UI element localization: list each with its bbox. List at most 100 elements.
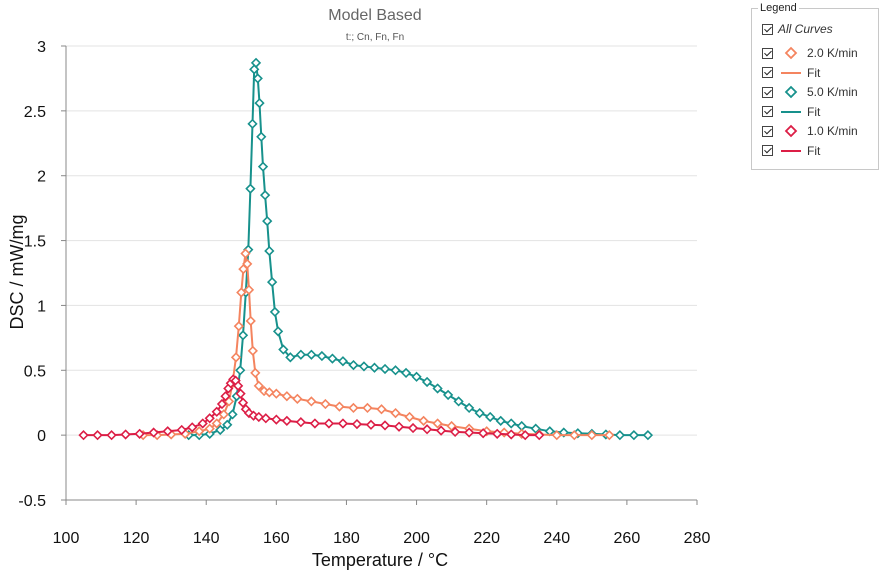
legend-checkbox[interactable] — [762, 125, 773, 137]
chart-title: Model Based — [328, 7, 421, 24]
data-point — [320, 398, 331, 410]
data-point — [233, 321, 244, 332]
data-point — [220, 391, 231, 402]
data-point — [569, 430, 580, 441]
legend-label: Fit — [807, 143, 821, 158]
data-point — [614, 430, 626, 441]
data-point — [379, 363, 391, 375]
diamond-marker — [784, 85, 798, 99]
legend-checkbox[interactable] — [762, 47, 773, 59]
data-point — [240, 248, 251, 259]
data-point — [254, 97, 265, 109]
data-point — [432, 418, 443, 429]
data-point — [243, 284, 255, 295]
data-point — [215, 424, 226, 436]
data-point — [393, 421, 405, 432]
data-point — [323, 418, 335, 429]
data-point — [257, 161, 269, 172]
legend-checkbox[interactable] — [762, 86, 773, 98]
data-point — [642, 430, 654, 441]
legend-item[interactable]: Fit — [762, 104, 820, 120]
data-point — [292, 393, 303, 404]
data-point — [520, 430, 531, 441]
legend-item[interactable]: 5.0 K/min — [762, 84, 858, 100]
legend: Legend All Curves 2.0 K/min Fit 5.0 K/min F… — [751, 2, 879, 170]
data-point — [492, 428, 503, 439]
x-tick-label: 200 — [403, 530, 430, 547]
data-point — [411, 371, 422, 382]
data-point — [351, 418, 363, 430]
y-tick-label: 0 — [37, 428, 46, 445]
series-5-0-k-min — [183, 57, 654, 441]
data-point — [306, 396, 317, 407]
data-point — [106, 430, 117, 441]
legend-checkbox[interactable] — [762, 67, 773, 78]
y-tick-label: 0.5 — [24, 363, 46, 380]
data-point — [245, 183, 256, 194]
data-point — [369, 362, 380, 373]
data-point — [400, 367, 412, 379]
data-point — [204, 423, 215, 434]
legend-item[interactable]: 1.0 K/min — [762, 123, 858, 139]
data-point — [586, 430, 597, 441]
y-axis-label: DSC / mW/mg — [7, 215, 27, 330]
data-point — [495, 415, 506, 427]
data-point — [362, 402, 373, 414]
legend-checkbox[interactable] — [762, 106, 773, 117]
data-point — [187, 422, 198, 433]
data-point — [194, 426, 205, 437]
data-point — [235, 365, 246, 376]
data-point — [421, 376, 433, 388]
legend-item-all-curves[interactable]: All Curves — [762, 21, 833, 37]
y-tick-label: 1 — [37, 298, 46, 315]
data-point — [474, 407, 485, 419]
data-point — [295, 349, 307, 360]
data-point — [247, 345, 258, 356]
legend-line-icon — [781, 71, 801, 74]
data-point — [337, 418, 349, 429]
y-tick-label: -0.5 — [18, 493, 46, 510]
data-point — [197, 418, 208, 429]
data-point — [253, 380, 264, 391]
legend-label-all-curves: All Curves — [778, 22, 833, 36]
data-point — [530, 423, 541, 434]
y-tick-label: 3 — [37, 39, 46, 56]
data-point — [281, 391, 292, 402]
data-point — [306, 349, 317, 360]
data-point — [272, 326, 284, 337]
legend-item[interactable]: Fit — [762, 65, 820, 81]
data-point — [252, 73, 263, 84]
data-point — [162, 426, 173, 437]
legend-item[interactable]: 2.0 K/min — [762, 45, 858, 61]
legend-item[interactable]: Fit — [762, 143, 820, 159]
y-tick-label: 1.5 — [24, 234, 46, 251]
x-tick-label: 160 — [263, 530, 290, 547]
y-tick-label: 2 — [37, 169, 46, 186]
data-point — [216, 398, 228, 410]
data-point — [348, 359, 359, 371]
data-point — [227, 409, 238, 420]
data-point — [271, 414, 282, 425]
data-point — [449, 426, 461, 438]
data-point — [316, 350, 328, 362]
legend-checkbox[interactable] — [762, 145, 773, 156]
data-point — [245, 315, 256, 327]
data-point — [235, 388, 246, 399]
tick-labels: 100 120 140 160 180 200 220 240 260 280 -0.5 0 0.5 1 1… — [18, 39, 710, 547]
data-point — [204, 428, 215, 439]
data-point — [269, 306, 281, 318]
chart-subtitle: t:; Cn, Fn, Fn — [346, 32, 404, 43]
legend-label: 2.0 K/min — [807, 46, 858, 60]
x-tick-label: 180 — [333, 530, 360, 547]
data-point — [327, 353, 338, 364]
data-point — [211, 406, 222, 417]
data-point — [418, 415, 429, 427]
data-point — [506, 429, 517, 440]
checkbox-all-curves[interactable] — [762, 23, 773, 35]
data-point — [260, 413, 271, 424]
legend-marker-icon — [784, 85, 798, 99]
data-point — [256, 131, 267, 142]
legend-marker-icon — [784, 46, 798, 60]
data-point — [78, 430, 89, 441]
data-point — [204, 413, 215, 424]
